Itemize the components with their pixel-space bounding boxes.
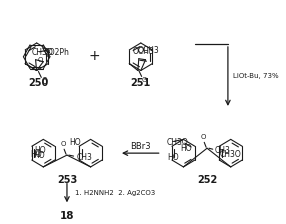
- Text: O: O: [61, 141, 66, 147]
- Text: O: O: [200, 134, 206, 140]
- Text: O: O: [41, 78, 47, 86]
- Text: O: O: [142, 78, 147, 83]
- Text: 253: 253: [57, 175, 77, 185]
- Text: HO: HO: [180, 144, 192, 153]
- Text: HO: HO: [33, 151, 44, 160]
- Text: SO2Ph: SO2Ph: [44, 48, 69, 57]
- Text: OCH3: OCH3: [138, 46, 159, 55]
- Text: 18: 18: [60, 211, 74, 221]
- Text: HO: HO: [167, 153, 179, 162]
- Text: O: O: [37, 57, 43, 63]
- Text: LiOt-Bu, 73%: LiOt-Bu, 73%: [233, 73, 278, 80]
- Text: +: +: [89, 49, 100, 63]
- Text: CH3O: CH3O: [220, 150, 242, 159]
- Text: 250: 250: [28, 78, 49, 88]
- Text: HO: HO: [30, 150, 41, 159]
- Text: HO: HO: [35, 146, 46, 155]
- Text: 1. H2NNH2  2. Ag2CO3: 1. H2NNH2 2. Ag2CO3: [75, 190, 155, 196]
- Text: CH3: CH3: [215, 146, 231, 155]
- Text: CH3O: CH3O: [32, 48, 54, 57]
- Text: HO: HO: [69, 138, 80, 147]
- Text: 252: 252: [197, 175, 217, 185]
- Text: CH3O: CH3O: [166, 138, 188, 147]
- Text: 251: 251: [131, 78, 151, 88]
- Text: CH3: CH3: [76, 153, 92, 162]
- Text: BBr3: BBr3: [130, 142, 151, 151]
- Text: OCH3: OCH3: [132, 47, 154, 56]
